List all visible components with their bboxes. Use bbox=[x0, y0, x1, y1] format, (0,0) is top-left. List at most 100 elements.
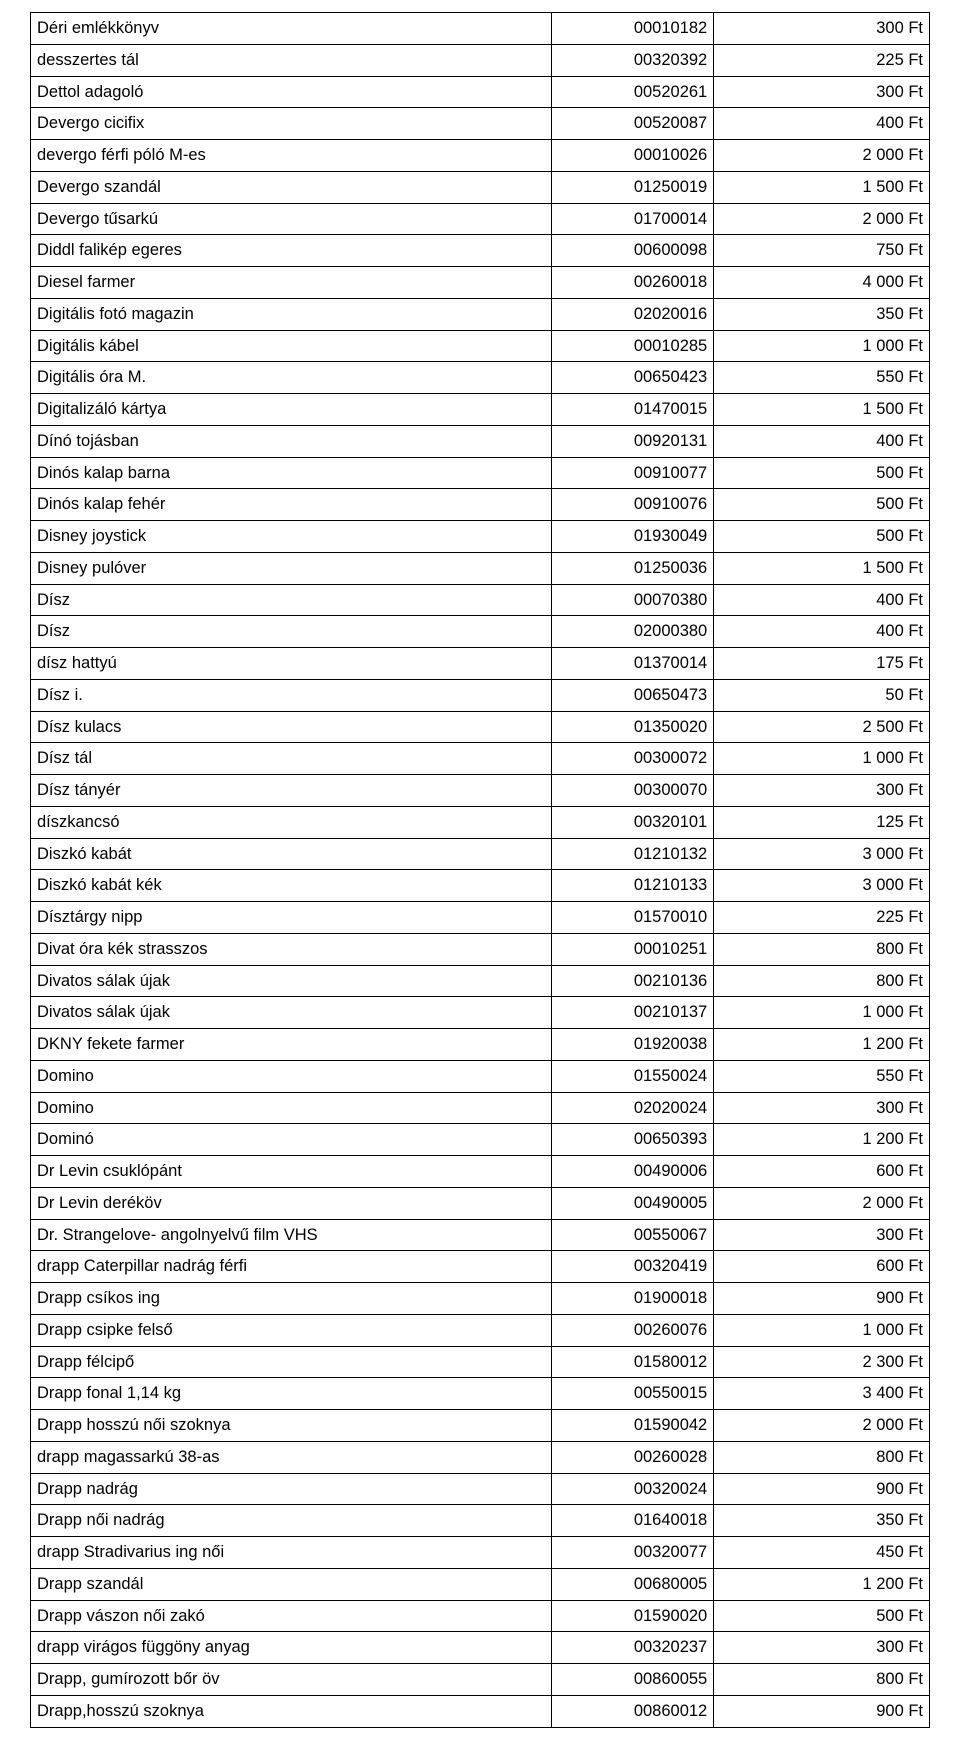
item-name-cell: Domino bbox=[31, 1092, 552, 1124]
item-code-cell: 01590020 bbox=[552, 1600, 714, 1632]
table-row: Dr Levin csuklópánt00490006600 Ft bbox=[31, 1156, 930, 1188]
table-row: Diddl falikép egeres00600098750 Ft bbox=[31, 235, 930, 267]
table-row: Drapp,hosszú szoknya00860012900 Ft bbox=[31, 1695, 930, 1727]
item-price-cell: 2 000 Ft bbox=[714, 1410, 930, 1442]
item-price-cell: 600 Ft bbox=[714, 1251, 930, 1283]
item-name-cell: Digitális kábel bbox=[31, 330, 552, 362]
item-name-cell: Disney joystick bbox=[31, 521, 552, 553]
item-code-cell: 00070380 bbox=[552, 584, 714, 616]
table-row: devergo férfi póló M-es000100262 000 Ft bbox=[31, 140, 930, 172]
item-name-cell: drapp virágos függöny anyag bbox=[31, 1632, 552, 1664]
item-price-cell: 500 Ft bbox=[714, 1600, 930, 1632]
item-code-cell: 00210136 bbox=[552, 965, 714, 997]
item-code-cell: 01250019 bbox=[552, 171, 714, 203]
table-row: Dísz00070380400 Ft bbox=[31, 584, 930, 616]
item-price-cell: 300 Ft bbox=[714, 13, 930, 45]
table-row: Domino01550024550 Ft bbox=[31, 1060, 930, 1092]
item-price-cell: 300 Ft bbox=[714, 1632, 930, 1664]
item-code-cell: 00520087 bbox=[552, 108, 714, 140]
item-price-cell: 175 Ft bbox=[714, 648, 930, 680]
item-code-cell: 01250036 bbox=[552, 552, 714, 584]
item-code-cell: 01700014 bbox=[552, 203, 714, 235]
table-row: Dinós kalap barna00910077500 Ft bbox=[31, 457, 930, 489]
item-name-cell: Dísz tál bbox=[31, 743, 552, 775]
item-name-cell: Dominó bbox=[31, 1124, 552, 1156]
table-row: dísz hattyú01370014175 Ft bbox=[31, 648, 930, 680]
item-price-cell: 400 Ft bbox=[714, 616, 930, 648]
table-row: Digitális kábel000102851 000 Ft bbox=[31, 330, 930, 362]
item-name-cell: Dr. Strangelove- angolnyelvű film VHS bbox=[31, 1219, 552, 1251]
table-row: Dinós kalap fehér00910076500 Ft bbox=[31, 489, 930, 521]
item-name-cell: Digitális fotó magazin bbox=[31, 298, 552, 330]
table-row: Disney pulóver012500361 500 Ft bbox=[31, 552, 930, 584]
item-price-cell: 1 200 Ft bbox=[714, 1029, 930, 1061]
item-code-cell: 00490005 bbox=[552, 1187, 714, 1219]
item-name-cell: Dinós kalap barna bbox=[31, 457, 552, 489]
item-code-cell: 00320024 bbox=[552, 1473, 714, 1505]
table-row: drapp Caterpillar nadrág férfi0032041960… bbox=[31, 1251, 930, 1283]
item-price-cell: 800 Ft bbox=[714, 933, 930, 965]
item-price-cell: 3 000 Ft bbox=[714, 838, 930, 870]
table-row: DKNY fekete farmer019200381 200 Ft bbox=[31, 1029, 930, 1061]
item-name-cell: Drapp hosszú női szoknya bbox=[31, 1410, 552, 1442]
item-name-cell: Dísz kulacs bbox=[31, 711, 552, 743]
item-name-cell: Dettol adagoló bbox=[31, 76, 552, 108]
page: Déri emlékkönyv00010182300 Ftdesszertes … bbox=[0, 0, 960, 1758]
item-price-cell: 1 000 Ft bbox=[714, 330, 930, 362]
item-code-cell: 02020024 bbox=[552, 1092, 714, 1124]
item-name-cell: Devergo szandál bbox=[31, 171, 552, 203]
item-price-cell: 1 500 Ft bbox=[714, 552, 930, 584]
item-code-cell: 00260028 bbox=[552, 1441, 714, 1473]
table-row: Drapp vászon női zakó01590020500 Ft bbox=[31, 1600, 930, 1632]
table-row: Dínó tojásban00920131400 Ft bbox=[31, 425, 930, 457]
table-row: Drapp félcipő015800122 300 Ft bbox=[31, 1346, 930, 1378]
item-price-cell: 3 400 Ft bbox=[714, 1378, 930, 1410]
table-row: Divatos sálak újak002101371 000 Ft bbox=[31, 997, 930, 1029]
table-row: Divat óra kék strasszos00010251800 Ft bbox=[31, 933, 930, 965]
item-code-cell: 00860055 bbox=[552, 1664, 714, 1696]
item-code-cell: 00860012 bbox=[552, 1695, 714, 1727]
table-row: Disney joystick01930049500 Ft bbox=[31, 521, 930, 553]
item-code-cell: 01580012 bbox=[552, 1346, 714, 1378]
table-row: drapp virágos függöny anyag00320237300 F… bbox=[31, 1632, 930, 1664]
item-price-cell: 225 Ft bbox=[714, 902, 930, 934]
table-row: Digitalizáló kártya014700151 500 Ft bbox=[31, 394, 930, 426]
item-code-cell: 00260076 bbox=[552, 1314, 714, 1346]
item-code-cell: 00010182 bbox=[552, 13, 714, 45]
item-code-cell: 00260018 bbox=[552, 267, 714, 299]
table-row: Domino02020024300 Ft bbox=[31, 1092, 930, 1124]
price-table: Déri emlékkönyv00010182300 Ftdesszertes … bbox=[30, 12, 930, 1728]
item-code-cell: 01210132 bbox=[552, 838, 714, 870]
item-price-cell: 300 Ft bbox=[714, 775, 930, 807]
item-code-cell: 00650393 bbox=[552, 1124, 714, 1156]
table-row: Drapp csíkos ing01900018900 Ft bbox=[31, 1283, 930, 1315]
item-name-cell: desszertes tál bbox=[31, 44, 552, 76]
table-row: Drapp szandál006800051 200 Ft bbox=[31, 1568, 930, 1600]
item-name-cell: Dinós kalap fehér bbox=[31, 489, 552, 521]
item-price-cell: 300 Ft bbox=[714, 1219, 930, 1251]
item-code-cell: 01370014 bbox=[552, 648, 714, 680]
item-price-cell: 2 000 Ft bbox=[714, 1187, 930, 1219]
item-name-cell: Drapp fonal 1,14 kg bbox=[31, 1378, 552, 1410]
table-row: Dominó006503931 200 Ft bbox=[31, 1124, 930, 1156]
item-code-cell: 01900018 bbox=[552, 1283, 714, 1315]
table-row: Dísz i.0065047350 Ft bbox=[31, 679, 930, 711]
item-price-cell: 800 Ft bbox=[714, 1664, 930, 1696]
item-code-cell: 01550024 bbox=[552, 1060, 714, 1092]
table-row: desszertes tál00320392225 Ft bbox=[31, 44, 930, 76]
table-row: Diesel farmer002600184 000 Ft bbox=[31, 267, 930, 299]
table-row: Devergo cicifix00520087400 Ft bbox=[31, 108, 930, 140]
item-code-cell: 01590042 bbox=[552, 1410, 714, 1442]
item-name-cell: Domino bbox=[31, 1060, 552, 1092]
item-price-cell: 800 Ft bbox=[714, 1441, 930, 1473]
item-name-cell: DKNY fekete farmer bbox=[31, 1029, 552, 1061]
item-price-cell: 2 300 Ft bbox=[714, 1346, 930, 1378]
item-code-cell: 00320077 bbox=[552, 1537, 714, 1569]
item-price-cell: 400 Ft bbox=[714, 108, 930, 140]
item-code-cell: 01350020 bbox=[552, 711, 714, 743]
item-price-cell: 300 Ft bbox=[714, 1092, 930, 1124]
item-name-cell: Dr Levin deréköv bbox=[31, 1187, 552, 1219]
item-name-cell: Devergo cicifix bbox=[31, 108, 552, 140]
item-name-cell: Drapp félcipő bbox=[31, 1346, 552, 1378]
item-code-cell: 01920038 bbox=[552, 1029, 714, 1061]
